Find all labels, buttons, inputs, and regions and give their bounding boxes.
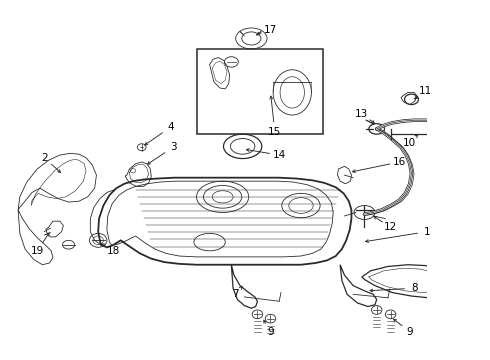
Text: 8: 8 bbox=[411, 283, 417, 293]
Text: 11: 11 bbox=[419, 86, 432, 96]
Text: 15: 15 bbox=[268, 127, 281, 136]
Text: 9: 9 bbox=[406, 327, 413, 337]
Text: 9: 9 bbox=[267, 327, 274, 337]
Text: 17: 17 bbox=[264, 25, 277, 35]
Text: 12: 12 bbox=[384, 222, 397, 232]
Text: 6: 6 bbox=[489, 248, 490, 258]
Text: 3: 3 bbox=[170, 142, 176, 152]
Text: 13: 13 bbox=[355, 109, 368, 119]
Text: 10: 10 bbox=[403, 138, 416, 148]
Text: 1: 1 bbox=[424, 227, 431, 237]
Text: 2: 2 bbox=[41, 153, 48, 163]
Text: 7: 7 bbox=[232, 289, 239, 299]
Bar bbox=[196, 49, 323, 134]
Text: 14: 14 bbox=[272, 150, 286, 160]
Text: 16: 16 bbox=[392, 157, 406, 167]
Text: 19: 19 bbox=[30, 246, 44, 256]
Text: 4: 4 bbox=[167, 122, 174, 132]
Text: 18: 18 bbox=[107, 246, 121, 256]
